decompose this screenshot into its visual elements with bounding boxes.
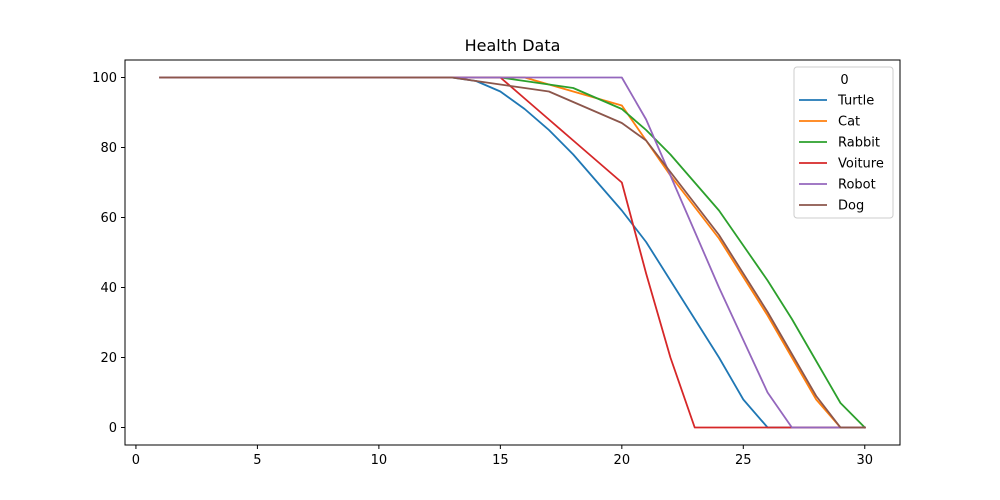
- series-layer: [159, 76, 867, 429]
- chart-title: Health Data: [465, 36, 561, 55]
- y-tick-label: 40: [100, 281, 117, 296]
- axes: 0 5 10 15 20 25 30 0 20 40 60 80 100: [92, 59, 901, 468]
- legend-label-cat: Cat: [838, 115, 860, 130]
- legend-label-voiture: Voiture: [838, 157, 884, 172]
- x-tick-label: 15: [492, 453, 509, 468]
- legend-label-rabbit: Rabbit: [838, 136, 880, 151]
- legend-label-turtle: Turtle: [837, 94, 874, 109]
- legend-box: [793, 66, 894, 219]
- legend-label-robot: Robot: [838, 178, 876, 193]
- legend-title: 0: [840, 73, 848, 88]
- y-tick-label: 80: [100, 141, 117, 156]
- y-tick-label: 100: [92, 71, 117, 86]
- x-tick-label: 0: [132, 453, 140, 468]
- legend-label-dog: Dog: [838, 199, 864, 214]
- y-tick-label: 20: [100, 351, 117, 366]
- y-tick-label: 60: [100, 211, 117, 226]
- x-tick-label: 5: [253, 453, 261, 468]
- x-tick-label: 10: [371, 453, 388, 468]
- y-tick-label: 0: [109, 421, 117, 436]
- plot-frame: [124, 59, 901, 446]
- x-tick-label: 20: [614, 453, 631, 468]
- x-tick-label: 30: [856, 453, 873, 468]
- x-tick-label: 25: [735, 453, 752, 468]
- legend: 0 Turtle Cat Rabbit Voiture Robot Dog: [793, 66, 894, 219]
- series-line-robot: [159, 76, 866, 429]
- series-line-dog: [159, 76, 866, 429]
